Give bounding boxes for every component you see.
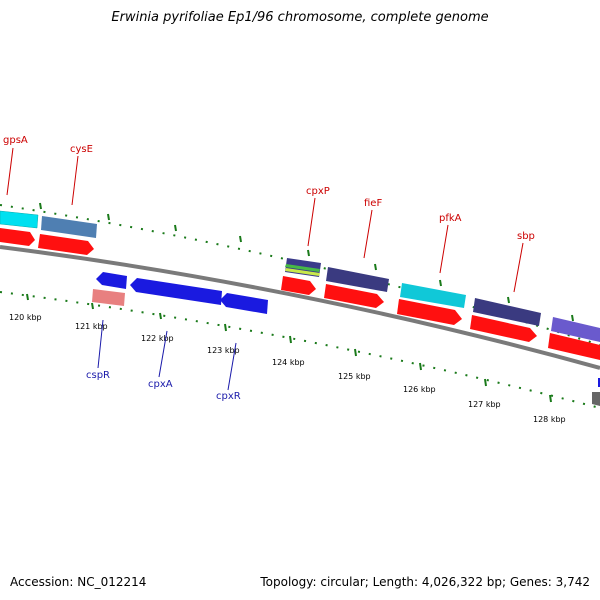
- leader-cpxR: [227, 342, 237, 391]
- gene-cpxA[interactable]: [130, 278, 222, 305]
- kbp-label: 120 kbp: [9, 313, 42, 322]
- leader-pfkA: [439, 224, 449, 274]
- leader-cpxP: [307, 197, 316, 247]
- accession-label: Accession: NC_012214: [10, 575, 147, 589]
- kbp-label: 128 kbp: [533, 415, 566, 424]
- cds-arrow: [0, 228, 35, 246]
- gene-cpxP-stripe: [285, 268, 320, 276]
- gene-unknown-rev[interactable]: [96, 272, 127, 289]
- leader-cysE: [71, 155, 79, 206]
- cds-arrow: [397, 299, 462, 325]
- kbp-label: 123 kbp: [207, 346, 240, 355]
- kbp-labels: 120 kbp 121 kbp 122 kbp 123 kbp 124 kbp …: [9, 313, 566, 424]
- label-cysE: cysE: [70, 144, 93, 155]
- major-ticks: [26, 202, 574, 403]
- cds-arrow: [281, 276, 316, 295]
- label-leaders: [6, 147, 524, 391]
- cds-arrow: [38, 234, 94, 255]
- label-sbp: sbp: [517, 231, 535, 242]
- kbp-label: 125 kbp: [338, 372, 371, 381]
- gene-gpsA[interactable]: [0, 210, 39, 229]
- reverse-genes: [92, 272, 600, 406]
- gene-cpxP-stripe: [285, 264, 320, 272]
- gene-pfkA[interactable]: [400, 283, 466, 308]
- gene-cpxR[interactable]: [220, 293, 268, 314]
- gene-unlabeled[interactable]: [551, 317, 600, 342]
- label-cpxA: cpxA: [148, 379, 173, 390]
- gene-cspR[interactable]: [92, 289, 125, 306]
- kbp-label: 126 kbp: [403, 385, 436, 394]
- page-title: Erwinia pyrifoliae Ep1/96 chromosome, co…: [111, 10, 489, 25]
- cds-arrow: [470, 315, 537, 342]
- label-cpxR: cpxR: [216, 391, 241, 402]
- leader-cspR: [97, 319, 104, 369]
- cds-arrow: [324, 284, 384, 308]
- gene-labels: gpsA cysE cpxP fieF pfkA sbp cspR cpxA c…: [3, 135, 535, 402]
- gene-cysE[interactable]: [41, 216, 97, 238]
- label-cpxP: cpxP: [306, 186, 330, 197]
- kbp-label: 127 kbp: [468, 400, 501, 409]
- leader-cpxA: [158, 330, 168, 378]
- leader-fieF: [363, 209, 373, 259]
- gene-fieF[interactable]: [326, 267, 389, 292]
- kbp-label: 124 kbp: [272, 358, 305, 367]
- gene-right-edge-gray[interactable]: [592, 392, 600, 406]
- cds-arrows: [0, 228, 600, 360]
- kbp-label: 121 kbp: [75, 322, 108, 331]
- leader-sbp: [513, 242, 524, 293]
- label-fieF: fieF: [364, 198, 382, 209]
- forward-genes: [0, 210, 600, 342]
- kbp-label: 122 kbp: [141, 334, 174, 343]
- leader-gpsA: [6, 147, 14, 196]
- genome-stats-label: Topology: circular; Length: 4,026,322 bp…: [260, 575, 590, 589]
- gene-sbp[interactable]: [473, 298, 541, 326]
- label-cspR: cspR: [86, 370, 110, 381]
- label-gpsA: gpsA: [3, 135, 28, 146]
- label-pfkA: pfkA: [439, 213, 462, 224]
- genome-backbone: [0, 245, 600, 370]
- cds-arrow: [548, 333, 600, 360]
